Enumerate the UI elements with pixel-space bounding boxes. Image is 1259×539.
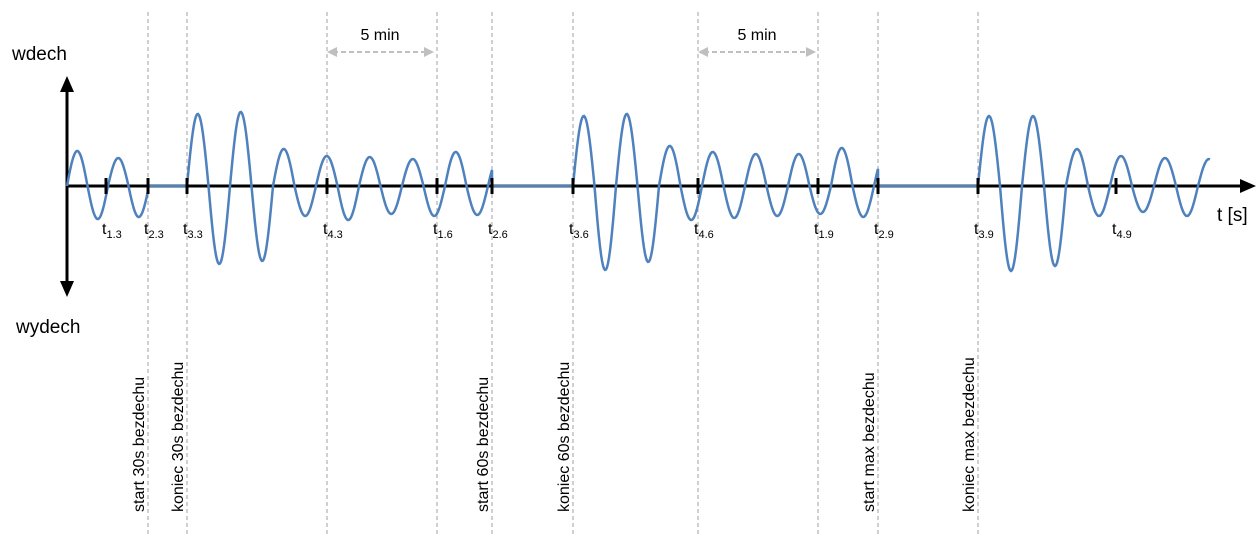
x-axis-arrow bbox=[1240, 179, 1256, 193]
tick-label: t1.6 bbox=[433, 221, 453, 241]
interval-1-arrowhead-right bbox=[424, 47, 434, 57]
breathing-waveform bbox=[67, 112, 1210, 271]
tick-label: t1.3 bbox=[102, 221, 122, 241]
tick-label: t1.9 bbox=[814, 221, 834, 241]
interval-1-label: 5 min bbox=[360, 27, 399, 44]
tick-label: t4.9 bbox=[1112, 221, 1132, 241]
tick-label: t4.6 bbox=[694, 221, 714, 241]
tick-label: t2.6 bbox=[488, 221, 508, 241]
y-axis-bottom-label: wydech bbox=[15, 317, 80, 338]
event-label: start 30s bezdechu bbox=[131, 377, 148, 512]
interval-1: 5 min bbox=[327, 27, 434, 57]
y-axis-arrow-down bbox=[60, 281, 74, 297]
y-axis-arrow-up bbox=[60, 76, 74, 92]
tick-label: t3.9 bbox=[974, 221, 994, 241]
y-axis: wdech wydech bbox=[11, 44, 80, 338]
tick-label: t3.3 bbox=[183, 221, 203, 241]
x-axis: t [s] bbox=[67, 179, 1256, 226]
interval-1-arrowhead-left bbox=[327, 47, 337, 57]
interval-2-label: 5 min bbox=[737, 27, 776, 44]
interval-2-arrowhead-left bbox=[698, 47, 708, 57]
tick-label: t2.9 bbox=[874, 221, 894, 241]
event-label: koniec 60s bezdechu bbox=[556, 362, 573, 512]
x-axis-label: t [s] bbox=[1217, 205, 1248, 226]
tick-label: t4.3 bbox=[323, 221, 343, 241]
event-label: start max bezdechu bbox=[861, 372, 878, 512]
event-label: start 60s bezdechu bbox=[475, 377, 492, 512]
interval-2: 5 min bbox=[698, 27, 816, 57]
event-label: koniec 30s bezdechu bbox=[170, 362, 187, 512]
tick-label: t2.3 bbox=[144, 221, 164, 241]
interval-2-arrowhead-right bbox=[806, 47, 816, 57]
tick-label: t3.6 bbox=[569, 221, 589, 241]
y-axis-top-label: wdech bbox=[11, 44, 67, 65]
event-labels: start 30s bezdechu koniec 30s bezdechu sta… bbox=[131, 357, 978, 512]
event-label: koniec max bezdechu bbox=[961, 357, 978, 512]
